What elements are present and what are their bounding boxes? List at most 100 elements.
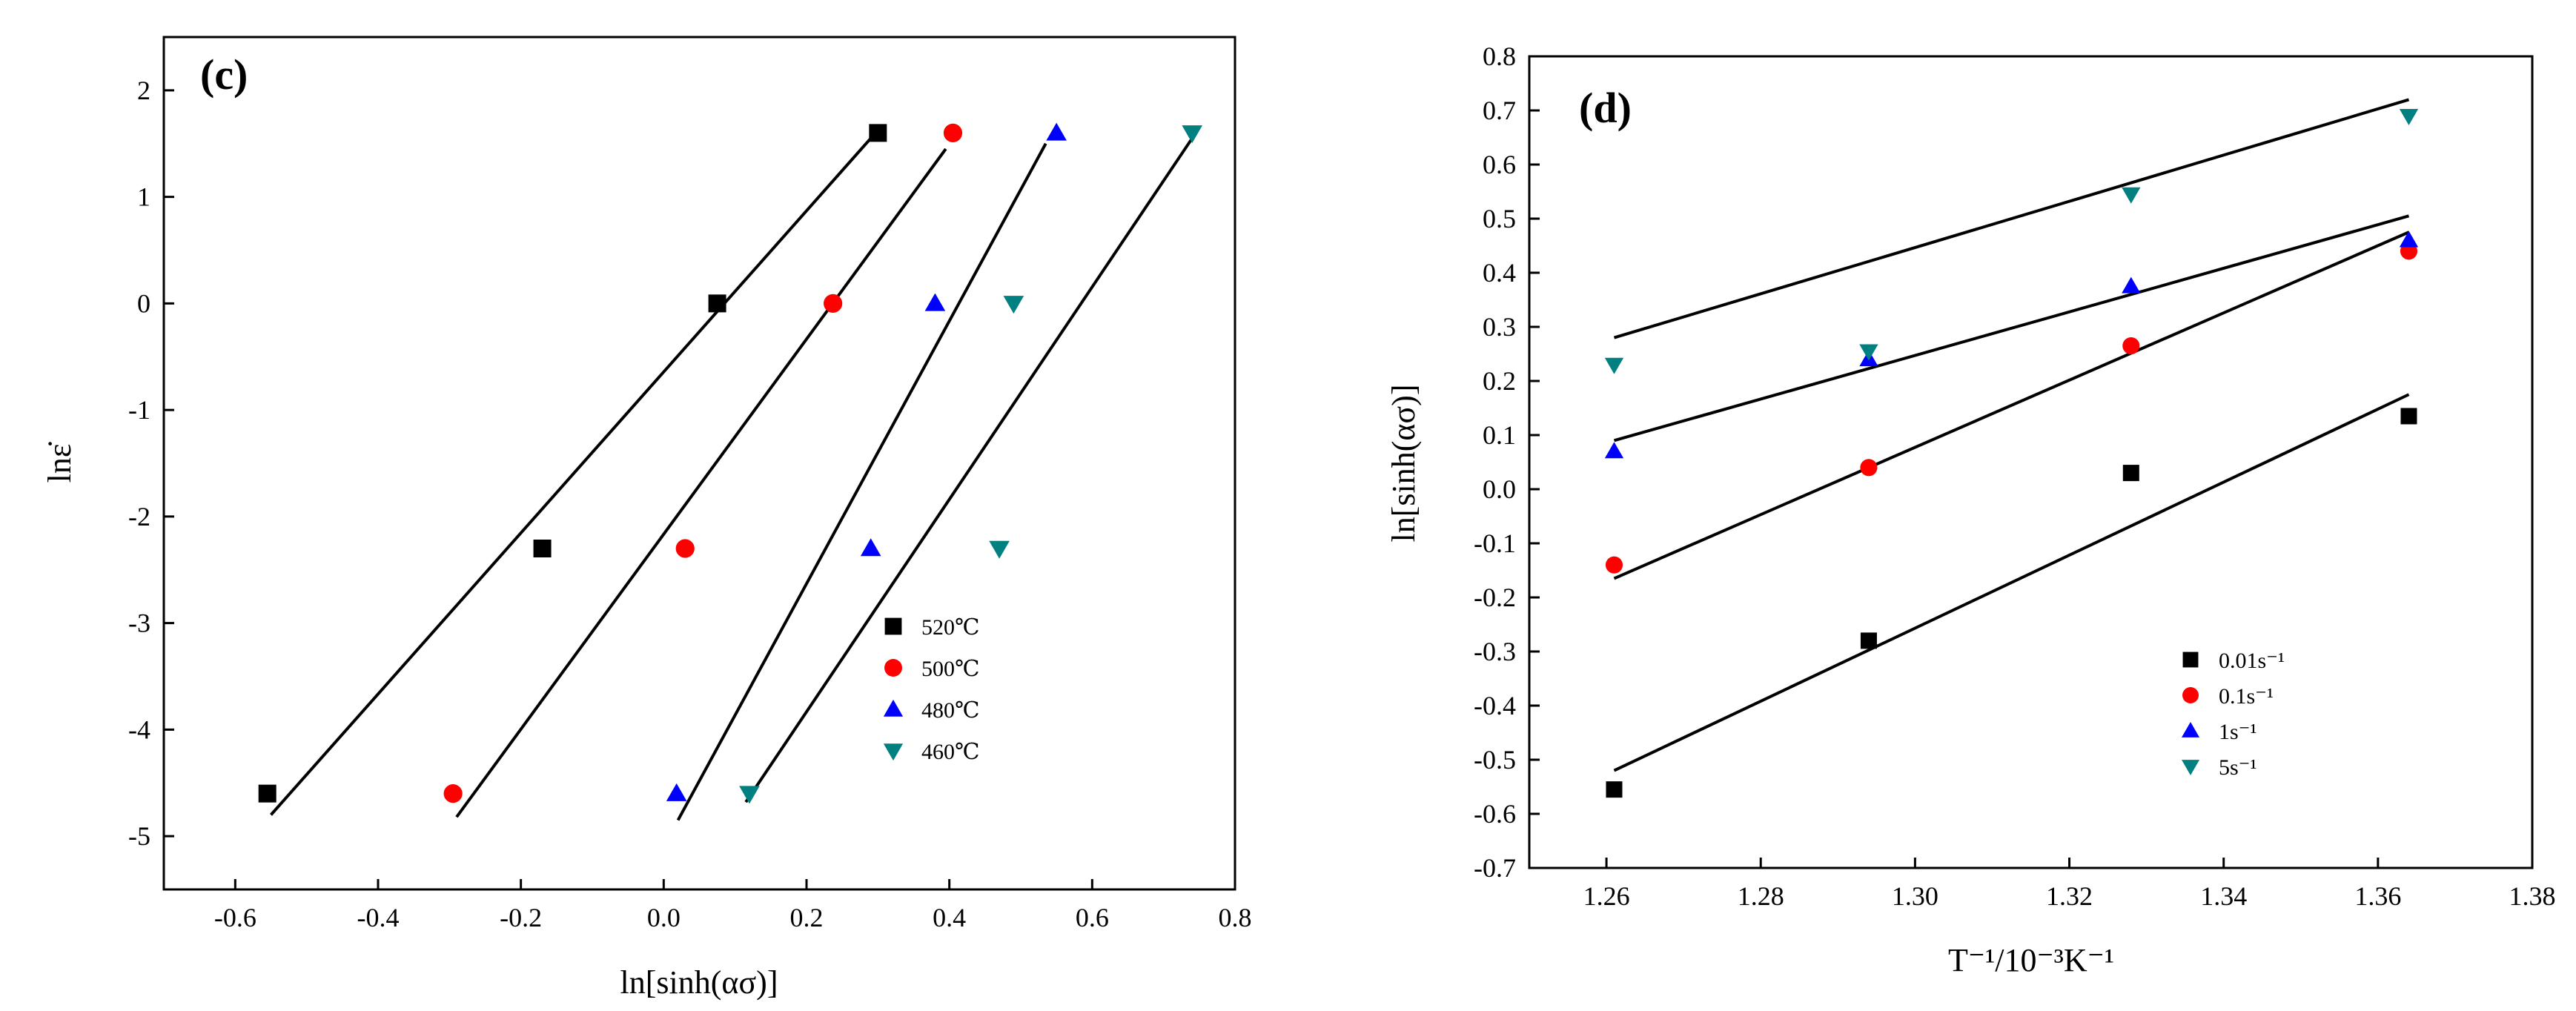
chart-c-ticks: -0.6 -0.4 -0.2 0.0 0.2 0.4 0.6 0.8 -5 -4 -3 -2 -1 0 1 2: [128, 76, 1252, 932]
fit-line-2: [455, 147, 947, 818]
data-point-series-1: [869, 124, 887, 142]
legend-label-3: 1s⁻¹: [2219, 720, 2257, 744]
y-tick-label: -3: [128, 609, 150, 638]
chart-c-panel-label: (c): [200, 50, 248, 99]
chart-c-y-axis-label: lnε̇: [42, 442, 78, 483]
y-tick-label: 0.2: [1483, 366, 1516, 396]
chart-d-legend: 0.01s⁻¹ 0.1s⁻¹ 1s⁻¹ 5s⁻¹: [2181, 649, 2285, 780]
x-tick-label: 1.30: [1892, 881, 1938, 911]
y-tick-label: -0.1: [1474, 528, 1516, 558]
chart-c-points: [258, 122, 1202, 804]
chart-c-x-axis-label: ln[sinh(ασ)]: [620, 964, 778, 1001]
data-point-series-2: [1605, 556, 1623, 574]
fit-line-2: [1613, 231, 2410, 580]
data-point-series-1: [708, 294, 726, 313]
data-point-series-1: [2400, 408, 2417, 425]
legend-marker-4: [883, 743, 904, 761]
legend-marker-2: [2182, 687, 2199, 703]
fit-line-1: [1613, 393, 2410, 772]
data-point-series-3: [666, 783, 687, 801]
y-tick-label: 0.5: [1483, 204, 1516, 233]
x-tick-label: 1.34: [2200, 881, 2247, 911]
x-tick-label: 1.38: [2509, 881, 2556, 911]
x-tick-label: -0.4: [357, 903, 400, 932]
fit-line-4: [744, 137, 1193, 803]
legend-label-4: 5s⁻¹: [2219, 755, 2257, 780]
fit-line-3: [676, 142, 1047, 821]
data-point-series-1: [258, 784, 277, 803]
data-point-series-2: [824, 294, 843, 313]
data-point-series-4: [1182, 125, 1202, 144]
data-point-series-3: [1046, 122, 1067, 141]
data-point-series-4: [2122, 187, 2141, 204]
chart-c: (c) ln[sinh(ασ)] lnε̇ -0.6 -0.4 -0.2 0.0 0.2…: [42, 36, 1252, 1001]
data-point-series-2: [675, 539, 695, 558]
data-point-series-3: [1604, 442, 1624, 459]
data-point-series-4: [1003, 296, 1024, 314]
x-tick-label: -0.6: [214, 903, 256, 932]
data-point-series-1: [533, 540, 552, 557]
data-point-series-4: [1604, 357, 1624, 374]
legend-marker-1: [2182, 652, 2199, 668]
data-point-series-3: [924, 293, 946, 311]
y-tick-label: -5: [128, 821, 150, 851]
data-point-series-2: [1860, 459, 1878, 477]
y-tick-label: -0.4: [1474, 691, 1516, 720]
x-tick-label: 0.8: [1219, 903, 1252, 932]
legend-label-4: 460℃: [921, 740, 980, 764]
legend-label-1: 520℃: [921, 615, 980, 640]
chart-d-y-axis-label: ln[sinh(ασ)]: [1385, 385, 1422, 543]
legend-label-2: 500℃: [921, 657, 980, 681]
chart-c-fit-lines: [270, 137, 1193, 821]
y-tick-label: -2: [128, 502, 150, 531]
y-tick-label: 0.4: [1483, 258, 1516, 288]
data-point-series-4: [989, 540, 1010, 559]
chart-d-x-axis-label: T⁻¹/10⁻³K⁻¹: [1948, 942, 2114, 978]
data-point-series-2: [443, 784, 463, 803]
chart-c-legend: 520℃ 500℃ 480℃ 460℃: [883, 615, 980, 764]
y-tick-label: 2: [137, 76, 150, 105]
y-tick-label: -0.3: [1474, 637, 1516, 666]
legend-label-3: 480℃: [921, 698, 980, 723]
chart-d-plot-frame: [1528, 55, 2534, 869]
y-tick-label: 0.8: [1483, 42, 1516, 71]
fit-line-1: [270, 137, 873, 816]
data-point-series-4: [1859, 344, 1878, 361]
y-tick-label: -4: [128, 715, 150, 744]
chart-c-plot-frame: [162, 36, 1236, 891]
x-tick-label: -0.2: [500, 903, 542, 932]
y-tick-label: 0.1: [1483, 420, 1516, 450]
legend-label-2: 0.1s⁻¹: [2219, 684, 2274, 709]
y-tick-label: 0.3: [1483, 312, 1516, 342]
y-tick-label: -0.5: [1474, 745, 1516, 775]
x-tick-label: 0.4: [933, 903, 966, 932]
data-point-series-3: [2399, 231, 2419, 248]
data-point-series-3: [2122, 276, 2141, 294]
x-tick-label: 1.28: [1738, 881, 1784, 911]
data-point-series-4: [739, 786, 760, 804]
legend-marker-4: [2181, 760, 2200, 776]
data-point-series-1: [2122, 465, 2139, 482]
chart-d-points: [1604, 108, 2419, 798]
y-tick-label: 0.0: [1483, 474, 1516, 504]
data-point-series-1: [1606, 781, 1623, 798]
y-tick-label: -1: [128, 395, 150, 425]
data-point-series-2: [943, 123, 963, 142]
data-point-series-3: [860, 538, 881, 557]
legend-marker-2: [884, 659, 902, 677]
x-tick-label: 0.6: [1076, 903, 1109, 932]
x-tick-label: 0.0: [647, 903, 681, 932]
legend-marker-3: [2181, 721, 2200, 737]
x-tick-label: 1.32: [2046, 881, 2093, 911]
fit-line-3: [1613, 214, 2410, 442]
chart-d-ticks: 1.26 1.28 1.30 1.32 1.34 1.36 1.38 -0.7 -0.6 -0.5…: [1474, 42, 2556, 911]
y-tick-label: -0.2: [1474, 583, 1516, 612]
legend-label-1: 0.01s⁻¹: [2219, 649, 2285, 673]
data-point-series-4: [2399, 108, 2419, 125]
fit-line-4: [1613, 98, 2410, 339]
chart-d-panel-label: (d): [1579, 84, 1632, 132]
legend-marker-3: [883, 699, 904, 717]
data-point-series-1: [1860, 632, 1877, 649]
x-tick-label: 1.26: [1583, 881, 1630, 911]
